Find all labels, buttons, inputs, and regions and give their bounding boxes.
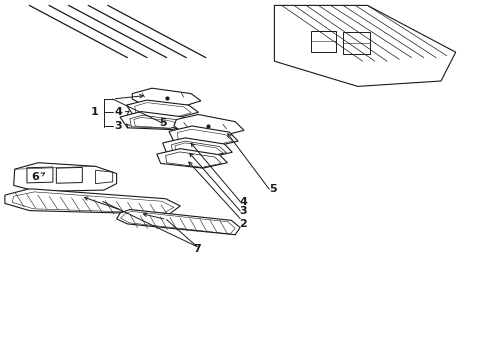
Polygon shape (56, 167, 82, 183)
Polygon shape (174, 114, 244, 136)
Text: 2: 2 (239, 219, 247, 229)
Text: 5: 5 (159, 118, 167, 128)
Polygon shape (117, 210, 240, 235)
Polygon shape (5, 189, 180, 214)
Polygon shape (169, 126, 238, 147)
Text: 1: 1 (91, 107, 99, 117)
Text: 4: 4 (115, 107, 122, 117)
Polygon shape (27, 167, 53, 183)
Text: 4: 4 (239, 197, 247, 207)
Text: 3: 3 (239, 206, 247, 216)
Text: 3: 3 (115, 121, 122, 131)
Polygon shape (157, 149, 227, 168)
Text: 7: 7 (193, 244, 201, 255)
Text: 5: 5 (270, 184, 277, 194)
Polygon shape (132, 88, 201, 106)
Polygon shape (120, 112, 194, 130)
Text: 6: 6 (31, 172, 39, 182)
Polygon shape (14, 163, 117, 192)
Polygon shape (126, 100, 198, 118)
Polygon shape (163, 138, 232, 158)
